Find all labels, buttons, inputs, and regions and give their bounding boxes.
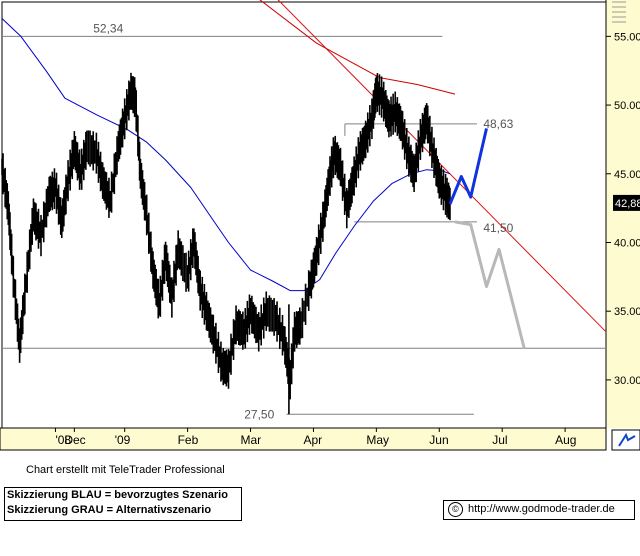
time-tick-label: May: [366, 433, 389, 447]
source-url[interactable]: http://www.godmode-trader.de: [468, 503, 615, 515]
price-tick-label: 30.00: [614, 375, 640, 387]
chart-tool-icon: [618, 432, 636, 447]
legend-grey-text: Skizzierung GRAU = Alternativszenario: [7, 504, 212, 516]
price-chart: 55.00 50.00 45.00 40.00 35.00 30.00 '08 Dec '09 F…: [0, 0, 640, 451]
price-tick-label: 45.00: [614, 169, 640, 181]
time-axis-strip: [0, 427, 607, 451]
level-label-48-63: 48,63: [483, 117, 513, 131]
price-tick-label: 35.00: [614, 306, 640, 318]
time-tick-label: Feb: [178, 433, 199, 447]
time-tick-label: '08: [55, 433, 71, 447]
chart-tool-button: [611, 429, 640, 451]
level-label-41-50: 41,50: [483, 221, 513, 235]
current-price-label: 42,88: [615, 198, 640, 210]
blue-moving-average: [1, 18, 451, 292]
scenario-legend: Skizzierung BLAU = bevorzugtes Szenario …: [4, 487, 242, 521]
red-moving-average: [259, 0, 456, 95]
source-link[interactable]: © http://www.godmode-trader.de: [443, 500, 635, 520]
time-tick-label: Jun: [429, 433, 448, 447]
price-tick-label: 40.00: [614, 237, 640, 249]
time-tick-label: Jul: [492, 433, 507, 447]
price-tick-label: 50.00: [614, 100, 640, 112]
plot-frame: [1, 1, 607, 429]
time-tick-label: Aug: [555, 433, 576, 447]
price-tick-label: 55.00: [614, 31, 640, 43]
blue-scenario-path: [448, 128, 488, 205]
red-trendline: [277, 0, 607, 333]
time-tick-label: Mar: [241, 433, 262, 447]
legend-blue-text: Skizzierung BLAU = bevorzugtes Szenario: [7, 489, 228, 501]
price-axis-strip: [606, 0, 640, 428]
time-tick-label: Apr: [303, 433, 322, 447]
time-tick-label: '09: [115, 433, 131, 447]
grey-scenario-path: [454, 220, 526, 349]
level-label-27-50: 27,50: [244, 407, 274, 421]
current-price-marker: [613, 194, 640, 211]
time-tick-label: Dec: [64, 433, 85, 447]
copyright-icon: ©: [448, 502, 463, 517]
chart-credit: Chart erstellt mit TeleTrader Profession…: [26, 464, 225, 476]
level-label-52-34: 52,34: [93, 21, 123, 35]
